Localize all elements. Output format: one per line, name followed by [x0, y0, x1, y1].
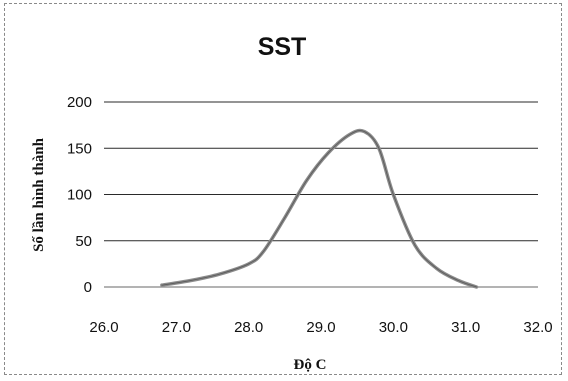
x-axis-label: Độ C: [294, 357, 327, 373]
y-tick-label: 200: [67, 94, 92, 111]
y-tick-label: 0: [84, 279, 92, 296]
chart-title: SST: [258, 33, 307, 61]
x-tick-label: 29.0: [306, 319, 335, 336]
x-tick-label: 26.0: [89, 319, 118, 336]
x-tick-label: 30.0: [379, 319, 408, 336]
y-axis-label: Số lần hình thành: [31, 137, 47, 251]
y-tick-label: 100: [67, 187, 92, 204]
chart-frame: [4, 3, 562, 375]
x-tick-label: 28.0: [234, 319, 263, 336]
y-tick-label: 150: [67, 140, 92, 157]
x-axis-tick-labels: 26.0 27.0 28.0 29.0 30.0 31.0 32.0: [89, 319, 552, 336]
series-line-0: [160, 128, 479, 289]
x-tick-label: 31.0: [451, 319, 480, 336]
series-layer: [160, 128, 479, 289]
y-tick-label: 50: [75, 233, 92, 250]
x-tick-label: 27.0: [162, 319, 191, 336]
x-tick-label: 32.0: [523, 319, 552, 336]
y-axis-tick-labels: 0 50 100 150 200: [67, 94, 92, 296]
series-line-outline-0: [161, 130, 478, 288]
grid-lines: [104, 101, 538, 288]
